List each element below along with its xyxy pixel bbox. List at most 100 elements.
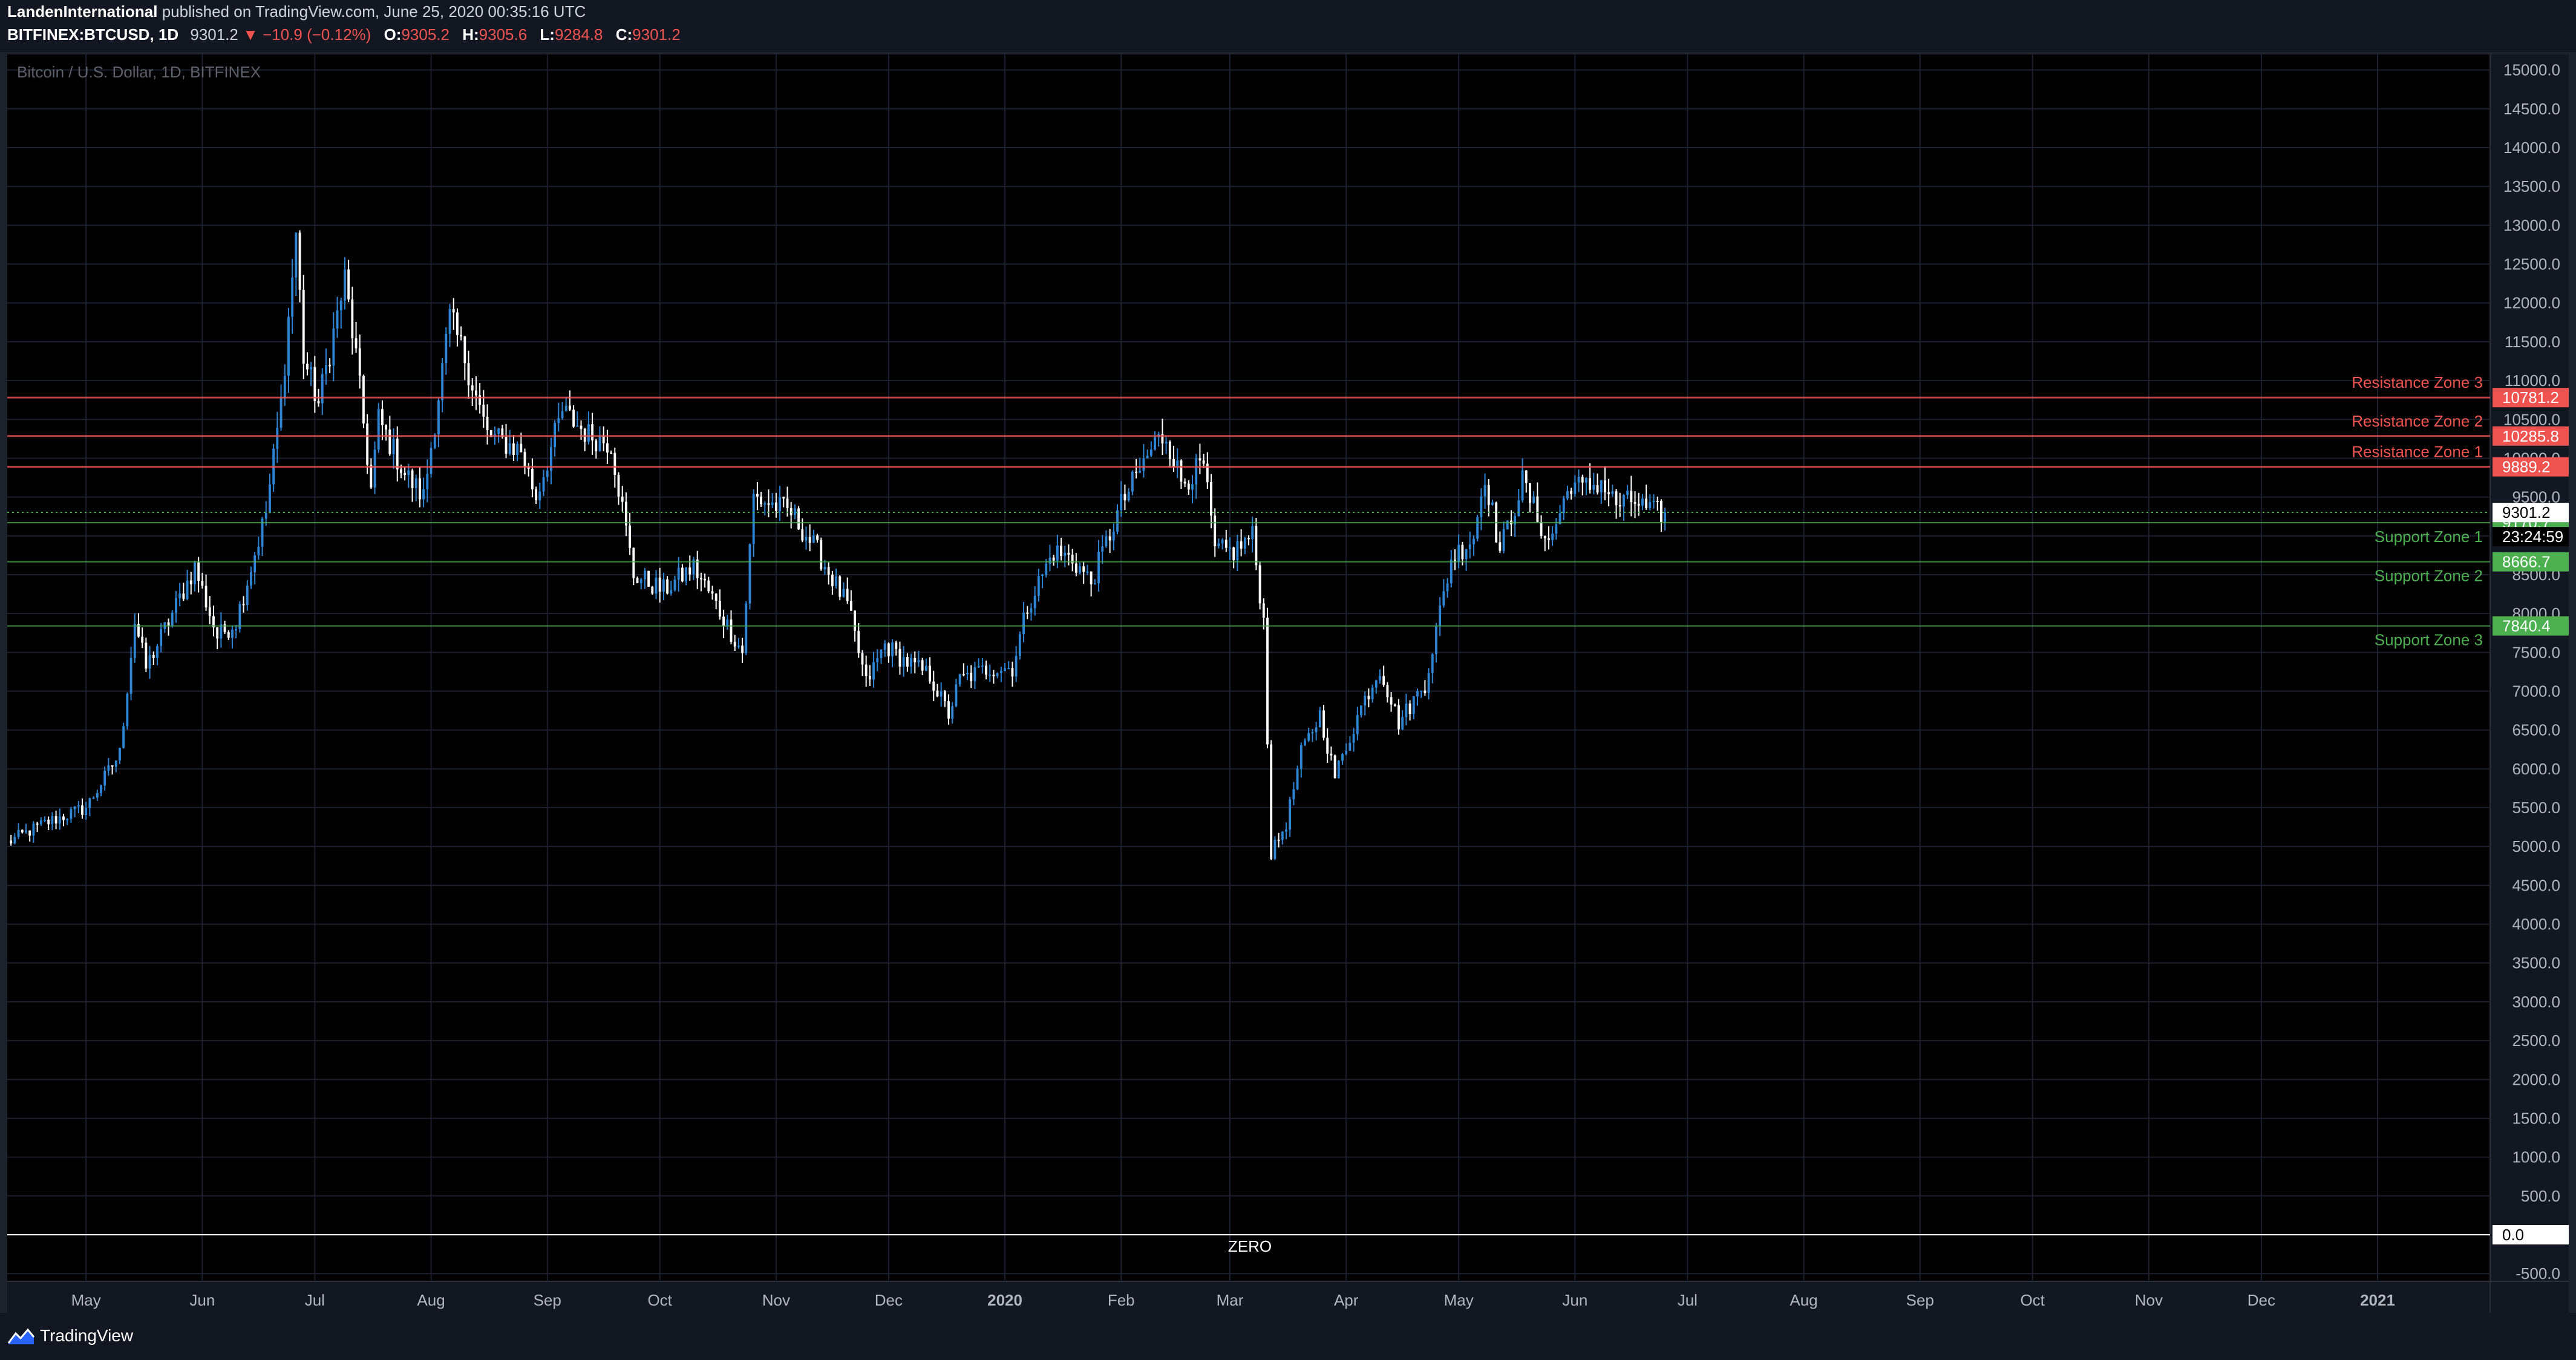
candle-body [411,470,414,488]
candle [44,816,46,822]
candle [351,287,354,355]
candle [1398,699,1400,735]
candle-body [1382,676,1385,685]
candle-body [1270,744,1273,859]
zone-name: Resistance Zone 2 [2352,412,2483,430]
candle-body [81,805,83,815]
candle-body [1135,471,1137,473]
candle-body [306,364,309,370]
candle [733,635,736,652]
candle [846,577,849,604]
candle-body [325,365,327,374]
candle-body [1304,740,1306,745]
candle-body [572,410,575,427]
brand-name[interactable]: TradingView [40,1326,134,1345]
candle [261,517,264,556]
candle-body [745,603,748,653]
zone-name: Support Zone 3 [2375,631,2483,649]
candle [1277,832,1280,848]
candle [887,642,890,663]
candle [287,307,290,393]
candle-body [1457,544,1460,562]
candle [1033,586,1036,616]
candle-body [448,309,451,334]
candle [291,259,294,334]
x-tick-label: Oct [647,1291,672,1309]
candle [835,568,837,589]
candle [111,765,114,775]
candle-body [152,655,155,658]
tradingview-logo-icon[interactable] [7,1327,35,1345]
candle-body [658,577,661,592]
candle-body [1292,789,1295,800]
open-label: O: [384,25,402,44]
candle [253,552,257,585]
candle-body [1037,576,1040,596]
candle [1473,535,1475,556]
y-tick-label: 3000.0 [2512,993,2560,1011]
candle-body [970,672,973,681]
candle [437,397,440,448]
candle [797,506,800,530]
candle [1454,549,1456,570]
candle [827,562,830,585]
candle-body [1097,551,1100,584]
candle [407,463,410,488]
candle [1371,684,1374,703]
candle [411,468,414,502]
candle-body [344,269,346,301]
candle [88,797,91,817]
candle-body [1487,485,1490,505]
candle-body [737,646,740,647]
candle-body [1322,710,1325,738]
candle [114,760,117,773]
candle [212,605,215,636]
candle-body [624,502,627,526]
candle-body [1266,617,1269,745]
candle-body [1251,526,1254,540]
candle-body [111,765,114,767]
candle [685,567,688,586]
candle [906,653,909,672]
candle-body [1299,745,1303,769]
candle [1558,505,1561,525]
candle-body [1258,565,1261,604]
candle-body [887,643,890,656]
candle-body [471,385,474,391]
zone-name: Support Zone 1 [2375,528,2483,546]
candle-body [647,570,650,587]
candle-body [1315,727,1318,733]
candle-body [1108,536,1111,541]
candle [1431,653,1434,684]
candle-body [366,423,369,465]
candle-body [1337,760,1340,778]
candle [1304,738,1306,747]
candle [996,672,999,679]
author-name[interactable]: LandenInternational [7,2,158,21]
candle-body [381,409,384,425]
candle-body [1101,546,1104,552]
candle-body [223,624,226,632]
publish-info: LandenInternational published on Trading… [7,2,586,21]
candle-body [771,502,774,505]
candle-body [1548,538,1550,540]
candle [302,275,305,379]
candle-body [1074,563,1077,573]
candle-body [1637,503,1640,506]
candle [745,601,748,655]
price-chart[interactable]: 15000.0 14500.0 14000.0 13500.0 13000.0 12500… [0,52,2576,1313]
candle [1101,535,1104,564]
candle-body [610,453,613,454]
y-tick-label: 10500.0 [2503,410,2560,428]
candle [366,414,369,474]
price-tag-text: 23:24:59 [2502,528,2563,546]
candle-body [741,646,744,653]
candle-body [1131,471,1134,492]
candle-body [1577,477,1580,483]
candle-body [339,301,342,310]
candle-body [235,629,238,631]
candle [542,469,545,497]
candle-body [126,693,129,727]
candle-body [1408,703,1411,714]
candle-body [1356,714,1359,734]
